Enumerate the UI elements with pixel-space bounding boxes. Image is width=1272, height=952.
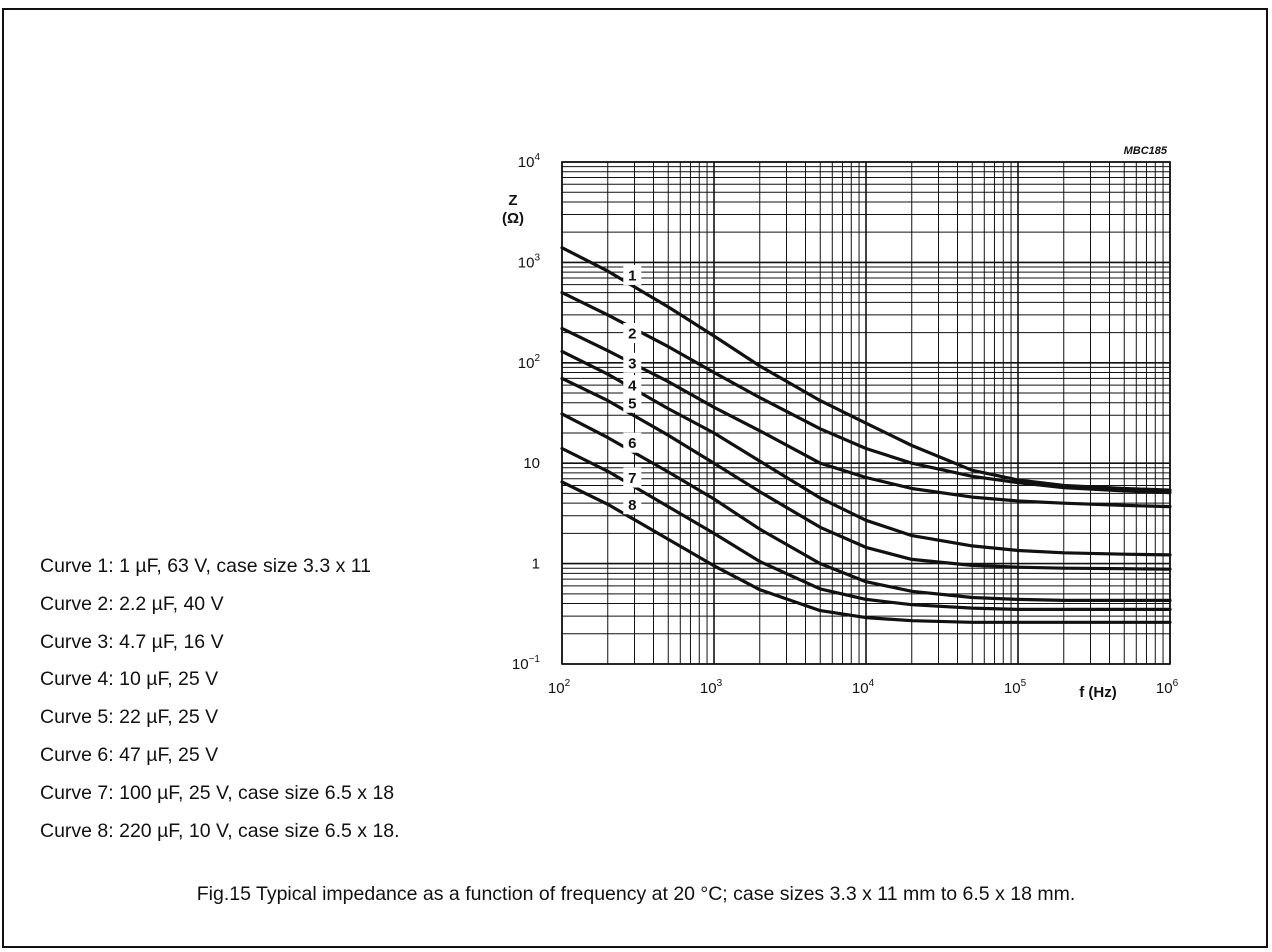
- legend-item: Curve 3: 4.7 µF, 16 V: [40, 630, 224, 653]
- legend-item: Curve 4: 10 µF, 25 V: [40, 668, 219, 691]
- figure-caption: Fig.15 Typical impedance as a function o…: [196, 883, 1076, 905]
- curve-legend: Curve 1: 1 µF, 63 V, case size 3.3 x 11 …: [40, 548, 510, 850]
- y-tick-label: 103: [518, 252, 541, 271]
- x-tick-label: 102: [548, 678, 571, 697]
- y-tick-label: 102: [518, 353, 541, 372]
- curve-label-1: 1: [628, 267, 636, 284]
- x-tick-label: 103: [700, 678, 723, 697]
- y-axis-label-symbol: Z: [508, 192, 517, 209]
- curve-labels: 1 2 3 45 6 7 8: [623, 264, 642, 515]
- curve-label-backing: [623, 494, 642, 515]
- series-line-curve-5: [560, 376, 1172, 571]
- x-tick-label: 106: [1156, 678, 1179, 697]
- series-line-curve-6: [560, 412, 1172, 603]
- legend-item: Curve 1: 1 µF, 63 V, case size 3.3 x 11: [40, 555, 371, 577]
- curve-label-backing: [623, 392, 642, 413]
- curve-label-8: 8: [628, 497, 636, 514]
- legend-item: Curve 6: 47 µF, 25 V: [40, 743, 219, 766]
- series-line-curve-1: [560, 246, 1172, 492]
- y-tick-label: 104: [518, 152, 541, 171]
- curve-label-backing: [623, 264, 642, 285]
- series-line-curve-3: [560, 326, 1172, 509]
- y-tick-label: 10: [523, 455, 540, 472]
- figure-frame: [2, 8, 1268, 948]
- x-tick-label: 104: [852, 678, 875, 697]
- curve-label-backing: [623, 323, 642, 344]
- curve-label-4: 4: [628, 378, 637, 395]
- y-tick-label: 10−1: [512, 654, 541, 673]
- curve-label-3: 3: [628, 355, 636, 372]
- x-tick-label: 105: [1004, 678, 1027, 697]
- x-axis-label: f (Hz): [1079, 684, 1117, 701]
- y-tick-labels: 10−1 1 10 102 103 104: [512, 152, 541, 673]
- curve-label-backing: [623, 375, 642, 396]
- curve-label-backing: [623, 432, 642, 453]
- legend-item: Curve 7: 100 µF, 25 V, case size 6.5 x 1…: [40, 781, 395, 804]
- legend-item: Curve 5: 22 µF, 25 V: [40, 706, 219, 729]
- curve-label-6: 6: [628, 435, 636, 452]
- y-tick-label: 1: [532, 556, 540, 573]
- legend-item: Curve 8: 220 µF, 10 V, case size 6.5 x 1…: [40, 819, 400, 842]
- series-line-curve-7: [560, 446, 1172, 612]
- curve-label-2: 2: [628, 326, 636, 343]
- series-lines: [560, 246, 1172, 624]
- series-line-curve-4: [560, 349, 1172, 557]
- curve-label-7: 7: [628, 470, 636, 487]
- figure-code: MBC185: [1124, 145, 1168, 157]
- curve-label-backing: [623, 467, 642, 488]
- y-axis-label-unit: (Ω): [502, 210, 524, 227]
- legend-item: Curve 2: 2.2 µF, 40 V: [40, 592, 224, 615]
- curve-label-5: 5: [628, 395, 636, 412]
- series-line-curve-2: [560, 291, 1172, 495]
- curve-label-backing: [623, 352, 642, 373]
- series-line-curve-8: [560, 480, 1172, 624]
